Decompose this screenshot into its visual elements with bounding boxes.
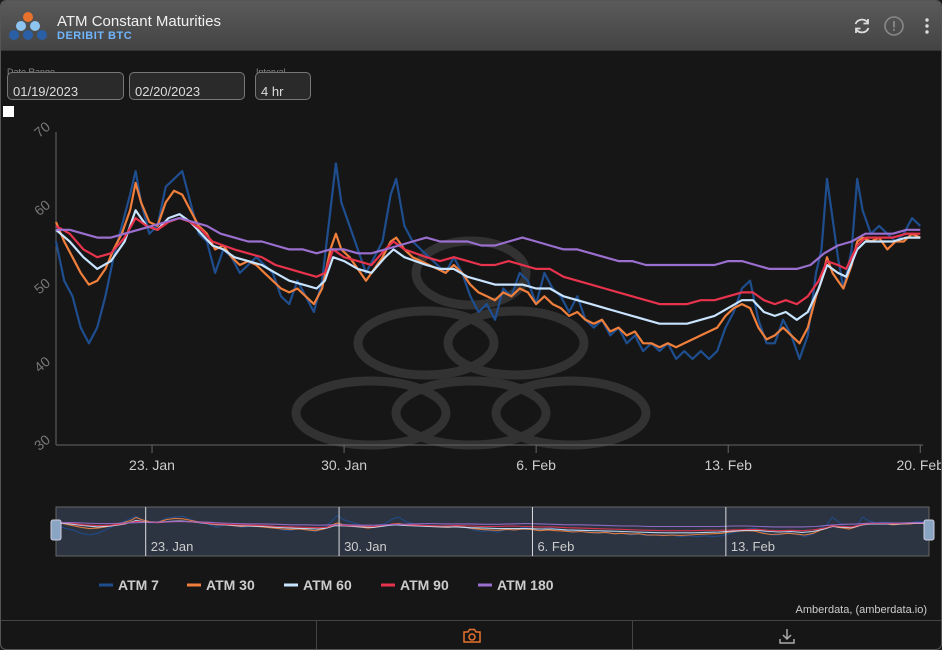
widget-subtitle: DERIBIT BTC [57, 30, 133, 42]
plot-area [54, 162, 922, 360]
camera-icon[interactable] [462, 627, 482, 644]
download-icon[interactable] [778, 627, 796, 645]
amberdata-logo-icon [9, 12, 47, 40]
y-tick-label: 40 [31, 353, 53, 375]
legend-item-label[interactable]: ATM 60 [303, 577, 352, 593]
legend[interactable]: ATM 7 ATM 30 ATM 60 ATM 90 ATM 180 [99, 577, 554, 593]
legend-item-label[interactable]: ATM 90 [400, 577, 449, 593]
watermark-ring [353, 306, 499, 380]
interval-select[interactable]: 4 hr [255, 72, 311, 100]
watermark-ring [411, 236, 531, 310]
widget-header: ATM Constant Maturities DERIBIT BTC [1, 1, 941, 51]
x-tick-label: 23. Jan [129, 457, 175, 473]
watermark-ring [391, 376, 551, 450]
navigator-handle[interactable] [50, 519, 62, 541]
x-tick-label: 6. Feb [516, 457, 556, 473]
x-tick-label: 13. Feb [704, 457, 752, 473]
navigator-handle[interactable] [923, 519, 935, 541]
info-icon[interactable] [883, 15, 905, 37]
menu-toggle-box[interactable] [3, 106, 14, 117]
series-line-atm-60 [55, 209, 921, 325]
navigator[interactable]: 23. Jan 30. Jan 6. Feb 13. Feb [50, 506, 935, 557]
navigator-tick-label: 13. Feb [731, 539, 775, 554]
series-line-atm-180 [56, 217, 921, 270]
y-axis: 30 40 50 60 70 [31, 118, 57, 454]
widget-footer [1, 620, 941, 649]
watermark-ring [291, 376, 451, 450]
watermark-ring [443, 306, 589, 380]
legend-item-label[interactable]: ATM 180 [497, 577, 554, 593]
end-date-input[interactable]: 02/20/2023 [129, 72, 245, 100]
watermark-ring [491, 376, 651, 450]
watermark-logo-icon [291, 236, 651, 450]
navigator-mask[interactable] [55, 506, 930, 557]
navigator-series-atm-180 [56, 520, 927, 528]
footer-divider [316, 621, 317, 649]
y-tick-label: 50 [31, 275, 53, 297]
x-axis: 23. Jan 30. Jan 6. Feb 13. Feb 20. Feb [56, 444, 941, 473]
y-tick-label: 30 [31, 431, 53, 453]
navigator-series-atm-7 [55, 514, 927, 538]
refresh-icon[interactable] [851, 15, 873, 37]
navigator-tick-label: 23. Jan [151, 539, 194, 554]
x-tick-label: 30. Jan [321, 457, 367, 473]
footer-divider [632, 621, 633, 649]
y-tick-label: 70 [31, 118, 53, 140]
series-line-atm-90 [55, 217, 921, 306]
y-tick-label: 60 [31, 196, 53, 218]
start-date-input[interactable]: 01/19/2023 [7, 72, 124, 100]
series-line-atm-7 [54, 162, 922, 360]
navigator-tick-label: 30. Jan [344, 539, 387, 554]
series-line-atm-30 [54, 181, 921, 349]
more-options-icon[interactable] [916, 15, 938, 37]
legend-item-label[interactable]: ATM 7 [118, 577, 159, 593]
legend-item-label[interactable]: ATM 30 [206, 577, 255, 593]
navigator-series-atm-30 [55, 516, 927, 536]
navigator-series-atm-90 [55, 520, 927, 532]
credit-text: Amberdata, (amberdata.io) [795, 604, 927, 616]
navigator-series-atm-60 [55, 519, 927, 534]
navigator-tick-label: 6. Feb [537, 539, 574, 554]
widget-title: ATM Constant Maturities [57, 13, 221, 30]
x-tick-label: 20. Feb [897, 457, 941, 473]
